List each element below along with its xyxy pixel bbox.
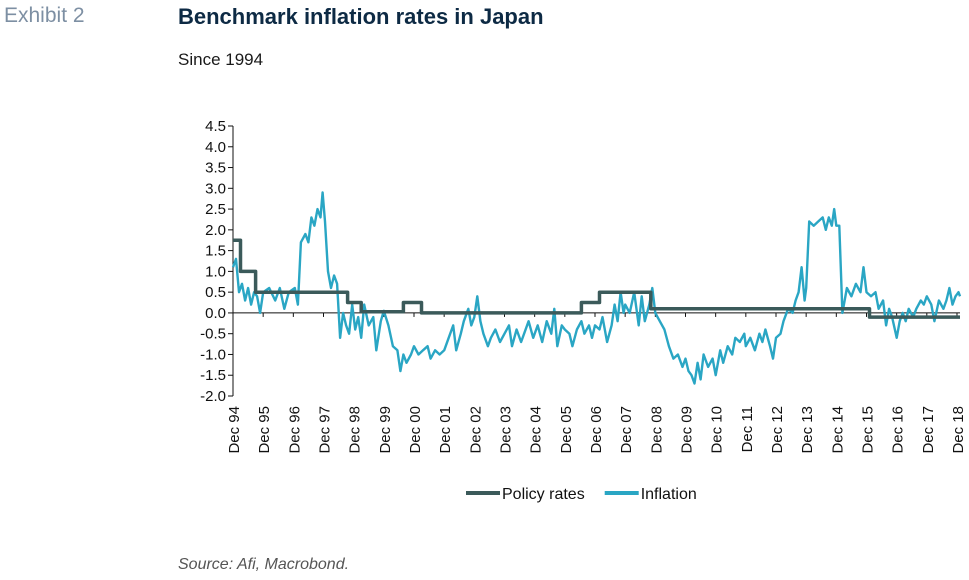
y-tick-label: 1.5 (205, 243, 226, 260)
x-tick-label: Dec 18 (950, 406, 967, 454)
x-tick-label: Dec 97 (316, 406, 333, 454)
y-tick-label: -1.5 (200, 367, 226, 384)
y-tick-label: 1.0 (205, 263, 226, 280)
legend-label-policy-rates: Policy rates (502, 486, 585, 503)
y-tick-label: 3.0 (205, 180, 226, 197)
x-tick-label: Dec 11 (739, 406, 756, 452)
x-tick-label: Dec 08 (648, 406, 665, 454)
chart-subtitle: Since 1994 (178, 50, 264, 69)
y-tick-label: 3.5 (205, 160, 226, 177)
x-tick-label: Dec 13 (799, 406, 816, 454)
x-tick-label: Dec 14 (829, 406, 846, 454)
legend-label-inflation: Inflation (641, 486, 697, 503)
series-line-policy-rates (233, 238, 960, 319)
y-tick-label: 0.5 (205, 284, 226, 301)
y-tick-label: 2.5 (205, 201, 226, 218)
series-layer (231, 191, 962, 385)
x-tick-label: Dec 15 (859, 406, 876, 454)
y-axis: 4.5 4.0 3.5 3.0 2.5 2.0 1.5 1.0 0.5 0.0 -0.5 -1.0 -1… (200, 118, 234, 405)
x-tick-label: Dec 98 (347, 406, 364, 454)
x-tick-label: Dec 01 (437, 406, 454, 454)
legend: Policy rates Inflation (466, 486, 697, 503)
y-tick-label: 4.5 (205, 118, 226, 135)
x-tick-label: Dec 95 (256, 406, 273, 454)
x-tick-label: Dec 17 (920, 406, 937, 454)
x-tick-label: Dec 03 (497, 406, 514, 454)
x-tick-label: Dec 99 (377, 406, 394, 454)
y-tick-label: 2.0 (205, 222, 226, 239)
chart-title: Benchmark inflation rates in Japan (178, 4, 544, 29)
y-tick-label: 4.0 (205, 139, 226, 156)
y-tick-label: -1.0 (200, 346, 226, 363)
y-tick-label: 0.0 (205, 305, 226, 322)
exhibit-label: Exhibit 2 (4, 4, 85, 27)
x-tick-label: Dec 12 (769, 406, 786, 454)
source-note: Source: Afi, Macrobond. (178, 556, 350, 573)
series-line-inflation (231, 191, 962, 385)
x-tick-label: Dec 06 (588, 406, 605, 454)
x-tick-label: Dec 00 (407, 406, 424, 454)
y-tick-label: -0.5 (200, 326, 226, 343)
x-tick-label: Dec 05 (558, 406, 575, 454)
x-tick-label: Dec 16 (890, 406, 907, 454)
x-tick-label: Dec 09 (678, 406, 695, 454)
x-tick-label: Dec 04 (528, 406, 545, 454)
x-tick-label: Dec 96 (286, 406, 303, 454)
x-axis: Dec 94 Dec 95 Dec 96 Dec 97 Dec 98 Dec 99 Dec … (226, 312, 967, 454)
x-tick-label: Dec 02 (467, 406, 484, 454)
x-tick-label: Dec 07 (618, 406, 635, 454)
x-tick-label: Dec 94 (226, 406, 243, 454)
x-tick-label: Dec 10 (709, 406, 726, 454)
y-tick-label: -2.0 (200, 388, 226, 405)
